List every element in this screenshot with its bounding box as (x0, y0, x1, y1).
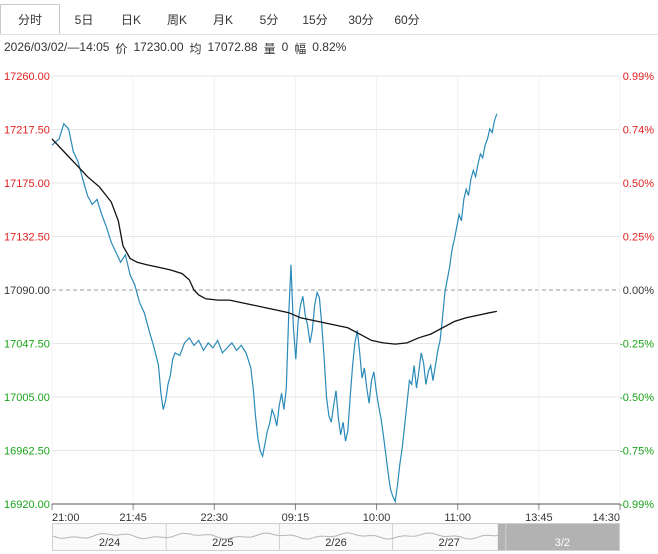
y-tick-right-5: -0.25% (619, 339, 654, 351)
x-tick-7: 14:30 (592, 512, 620, 524)
y-tick-right-4: 0.00% (623, 285, 654, 297)
y-tick-right-8: -0.99% (619, 499, 654, 511)
x-tick-1: 21:45 (119, 512, 147, 524)
info-avg-label: 均 (189, 42, 202, 56)
info-change: 0.82% (312, 40, 347, 54)
info-datetime: 2026/03/02/—14:05 (4, 40, 110, 54)
y-tick-right-3: 0.25% (623, 232, 654, 244)
y-tick-right-2: 0.50% (623, 178, 654, 190)
tab-divider (0, 34, 658, 35)
info-price: 17230.00 (133, 40, 184, 54)
y-tick-left-4: 17090.00 (4, 285, 50, 297)
y-tick-left-6: 17005.00 (4, 392, 50, 404)
x-tick-5: 11:00 (444, 512, 471, 524)
y-tick-left-1: 17217.50 (4, 125, 50, 137)
x-tick-0: 21:00 (52, 512, 80, 524)
tab-5[interactable]: 5分 (259, 12, 279, 27)
quote-info-bar: 2026/03/02/—14:05 价 17230.00 均 17072.88 … (4, 40, 346, 57)
y-tick-right-1: 0.74% (623, 125, 654, 137)
y-tick-right-6: -0.50% (619, 392, 654, 404)
y-tick-left-0: 17260.00 (4, 71, 50, 83)
tab-1[interactable]: 5日 (74, 12, 94, 27)
tab-8[interactable]: 60分 (394, 12, 420, 27)
y-tick-left-3: 17132.50 (4, 232, 50, 244)
tab-3[interactable]: 周K (166, 12, 187, 27)
info-avg: 17072.88 (207, 40, 258, 54)
y-tick-right-7: -0.75% (619, 446, 654, 458)
x-tick-3: 09:15 (282, 512, 310, 524)
info-price-label: 价 (115, 42, 128, 56)
x-tick-4: 10:00 (363, 512, 391, 524)
y-tick-left-2: 17175.00 (4, 178, 50, 190)
x-tick-2: 22:30 (201, 512, 229, 524)
tab-7[interactable]: 30分 (348, 12, 374, 27)
period-tabs: 分时 5日 日K 周K 月K 5分 15分 30分 60分 (0, 4, 658, 34)
info-vol: 0 (281, 40, 289, 54)
info-change-label: 幅 (294, 42, 307, 56)
tab-2[interactable]: 日K (120, 12, 141, 27)
y-tick-left-7: 16962.50 (4, 446, 50, 458)
tab-0[interactable]: 分时 (0, 4, 60, 34)
range-navigator[interactable] (52, 523, 620, 551)
y-tick-right-0: 0.99% (623, 71, 654, 83)
price-line (51, 113, 498, 504)
average-line (51, 138, 498, 345)
info-vol-label: 量 (263, 42, 276, 56)
y-tick-left-5: 17047.50 (4, 339, 50, 351)
tab-6[interactable]: 15分 (302, 12, 328, 27)
x-tick-6: 13:45 (525, 512, 553, 524)
tab-4[interactable]: 月K (212, 12, 233, 27)
y-tick-left-8: 16920.00 (4, 499, 50, 511)
